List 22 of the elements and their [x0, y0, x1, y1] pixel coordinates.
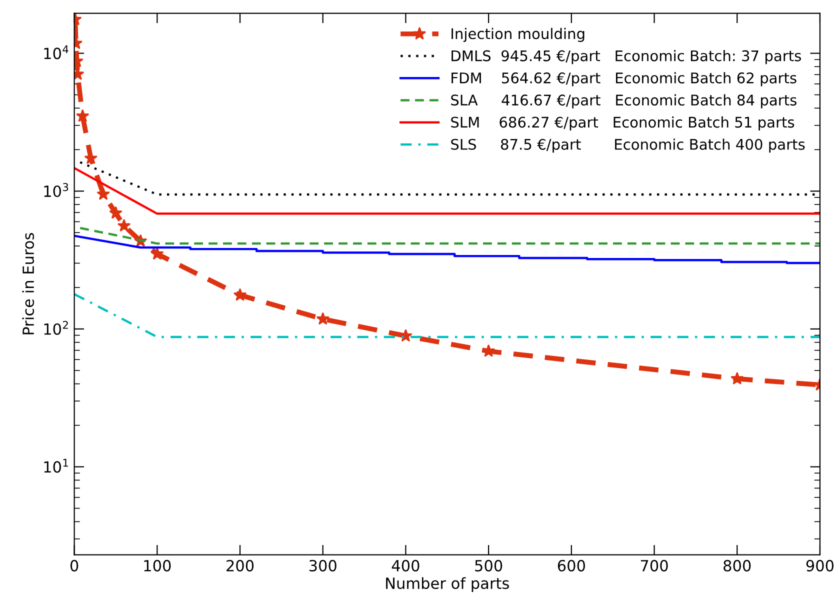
y-tick-label: 10$^{2}$ [44, 320, 68, 335]
legend-label: SLM 686.27 €/part Economic Batch 51 parts [451, 116, 794, 131]
x-axis-title: Number of parts [386, 577, 509, 592]
legend-label: Injection moulding [452, 28, 584, 42]
legend-label: DMLS 945.45 €/part Economic Batch: 37 parts [452, 50, 801, 64]
x-tick-label: 0 [70, 560, 78, 572]
x-tick-label: 800 [724, 560, 751, 572]
y-tick-label: 10$^{4}$ [44, 45, 68, 60]
legend-label: FDM 564.62 €/part Economic Batch 62 parts [452, 72, 796, 86]
legend-label: SLS 87.5 €/part Economic Batch 400 parts [451, 138, 805, 153]
x-tick-label: 300 [309, 560, 336, 572]
y-axis-title: Price in Euros [22, 233, 34, 334]
x-tick-label: 400 [392, 560, 420, 572]
y-tick-label: 10$^{1}$ [44, 458, 68, 473]
x-tick-label: 500 [475, 560, 502, 572]
x-tick-label: 600 [558, 560, 585, 572]
x-tick-label: 700 [640, 560, 668, 572]
legend-label: SLA 416.67 €/part Economic Batch 84 parts [451, 94, 796, 108]
x-tick-label: 100 [144, 560, 171, 572]
x-tick-label: 900 [806, 560, 834, 572]
y-tick-label: 10$^{3}$ [44, 183, 68, 198]
x-tick-label: 200 [226, 560, 254, 572]
